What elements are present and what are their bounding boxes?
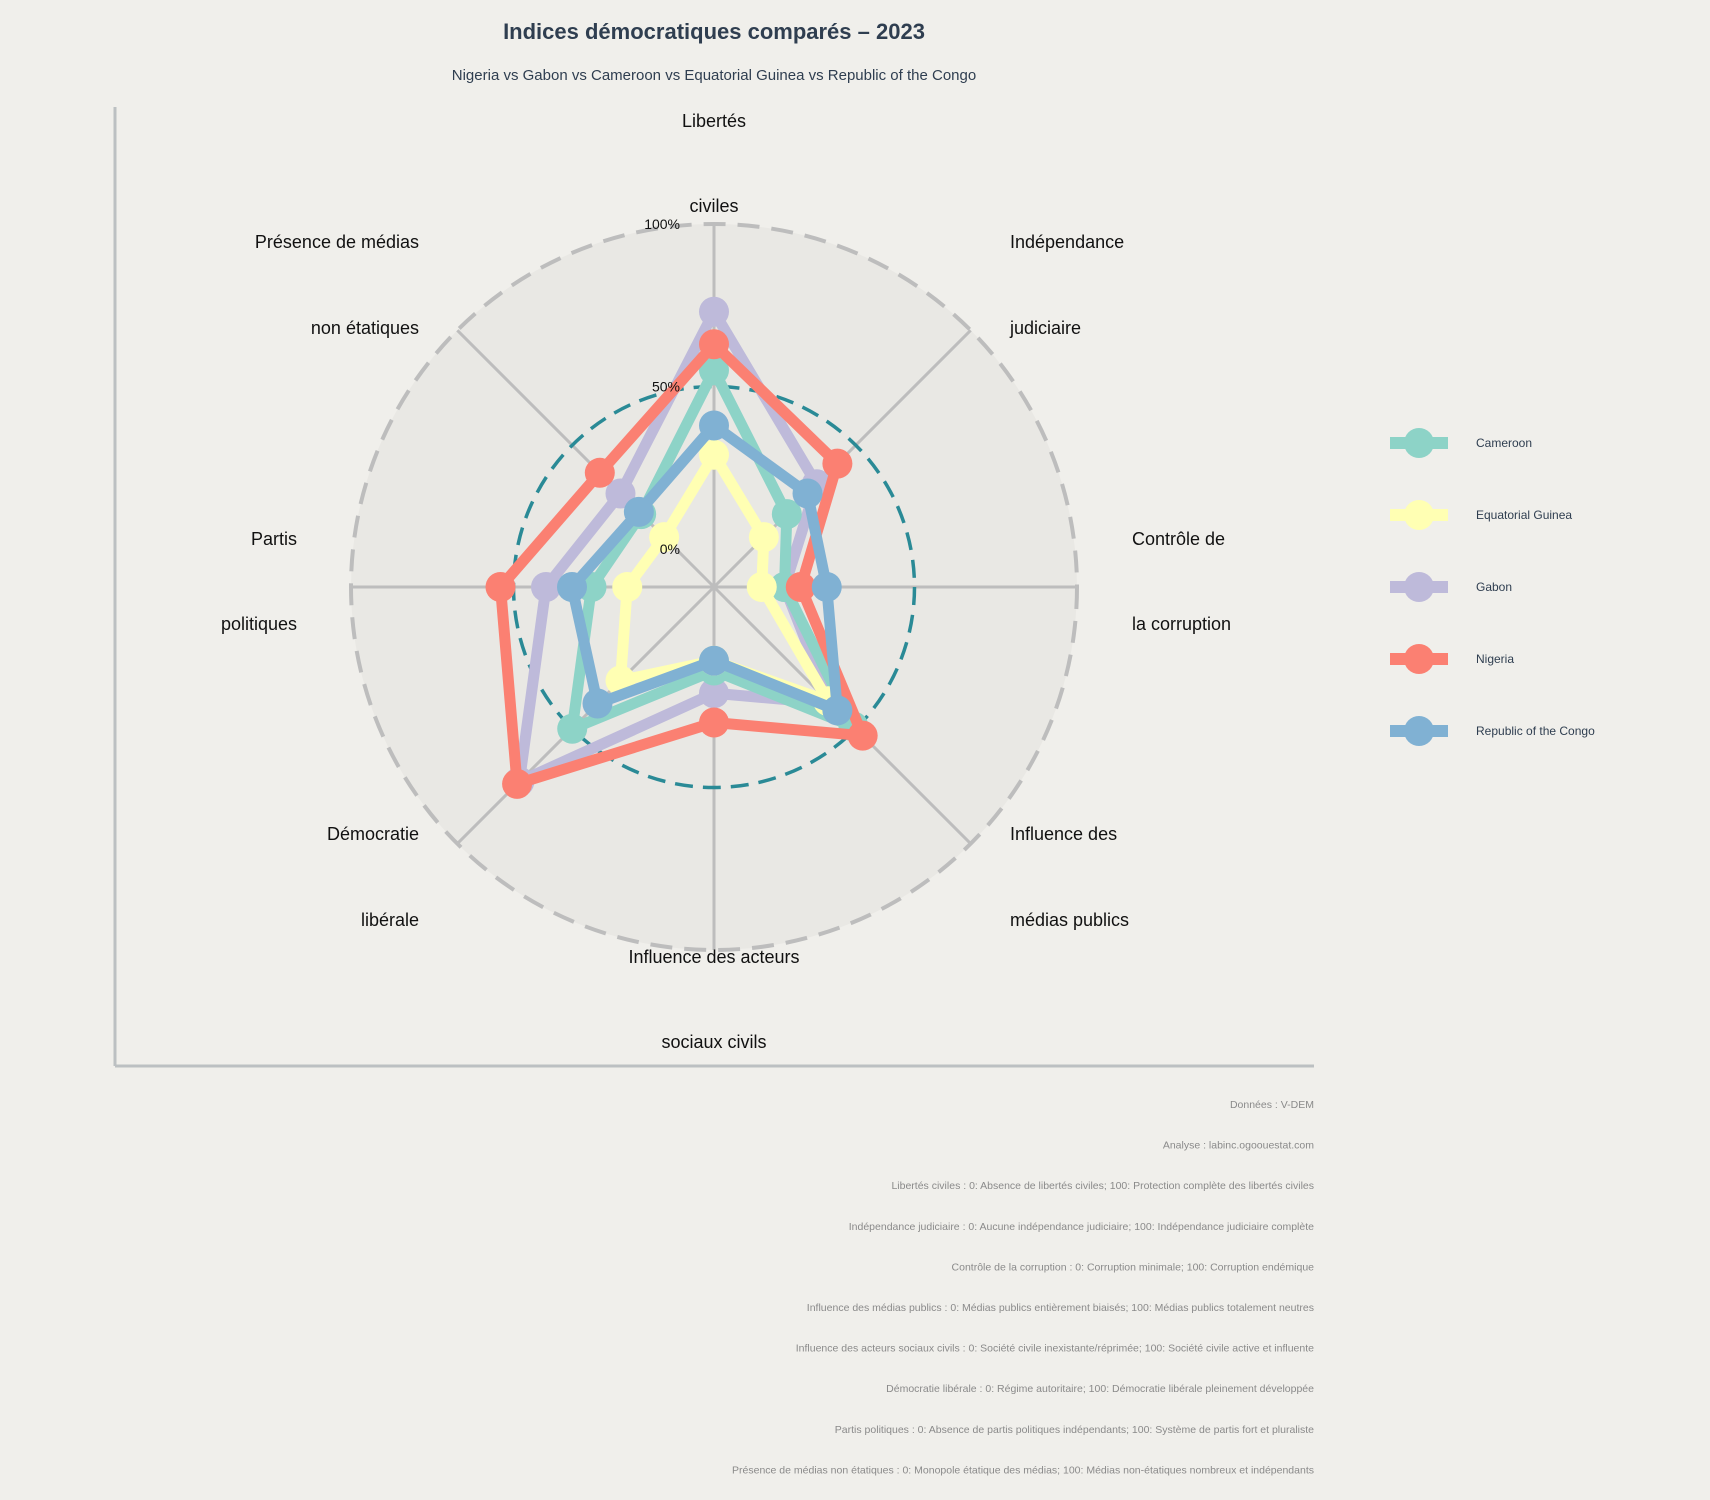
data-point <box>649 522 680 553</box>
axis-label: la corruption <box>1132 614 1231 634</box>
data-point <box>699 410 729 441</box>
axis-label: libérale <box>361 910 419 930</box>
axis-label: Libertés <box>682 111 746 131</box>
data-point <box>502 768 533 799</box>
legend-label: Republic of the Congo <box>1476 724 1595 738</box>
data-point <box>785 572 816 602</box>
axis-labels: Libertés civiles Indépendance judiciaire Con… <box>221 111 1231 1052</box>
data-point <box>557 713 588 744</box>
tick-label: 0% <box>660 541 680 557</box>
data-point <box>699 296 729 327</box>
axis-label: Indépendance <box>1010 232 1124 252</box>
caption-line: Influence des acteurs sociaux civils : 0… <box>796 1343 1314 1355</box>
series-nigeria <box>485 329 878 799</box>
legend-swatch-dot <box>1404 428 1434 458</box>
data-point <box>746 572 777 602</box>
axis-label: Influence des acteurs <box>628 947 799 967</box>
axis-label: Démocratie <box>327 824 419 844</box>
caption-line: Analyse : labinc.ogoouestat.com <box>1163 1140 1314 1152</box>
data-point <box>699 707 729 738</box>
caption-line: Contrôle de la corruption : 0: Corruptio… <box>952 1261 1315 1273</box>
tick-labels: 0% 50% 100% <box>644 216 680 557</box>
data-point <box>847 720 878 751</box>
data-point <box>557 572 587 602</box>
legend-label: Nigeria <box>1476 652 1514 666</box>
panel-frame <box>113 107 1314 1068</box>
legend-item: Equatorial Guinea <box>1390 500 1572 530</box>
legend-item: Cameroon <box>1390 428 1532 458</box>
axis-label: Présence de médias <box>255 232 419 252</box>
axis-label: Influence des <box>1010 824 1117 844</box>
data-point <box>582 688 613 719</box>
caption-line: Influence des médias publics : 0: Médias… <box>807 1302 1314 1314</box>
grid-circle-max <box>349 222 1079 952</box>
legend-swatch-dot <box>1404 716 1434 746</box>
series-republic-of-the-congo <box>557 410 853 726</box>
caption-line: Indépendance judiciaire : 0: Aucune indé… <box>849 1221 1314 1233</box>
data-point <box>822 448 853 479</box>
data-point <box>699 355 729 386</box>
axis-label: Partis <box>251 529 297 549</box>
axis-label: judiciaire <box>1009 318 1081 338</box>
legend-label: Gabon <box>1476 580 1512 594</box>
chart-subtitle: Nigeria vs Gabon vs Cameroon vs Equatori… <box>452 67 976 84</box>
data-point <box>485 572 516 602</box>
axis-label: Contrôle de <box>1132 529 1225 549</box>
tick-label: 100% <box>644 216 680 232</box>
data-point <box>792 478 823 509</box>
legend-swatch-dot <box>1404 644 1434 674</box>
chart-title: Indices démocratiques comparés – 2023 <box>503 19 925 44</box>
data-point <box>531 572 561 602</box>
data-point <box>748 522 779 553</box>
caption-line: Données : V-DEM <box>1230 1099 1314 1111</box>
caption-line: Présence de médias non étatiques : 0: Mo… <box>732 1464 1314 1476</box>
data-point <box>699 329 729 360</box>
caption-line: Démocratie libérale : 0: Régime autorita… <box>886 1383 1314 1395</box>
axis-label: politiques <box>221 614 297 634</box>
axis-label: médias publics <box>1010 910 1129 930</box>
axis-label: non étatiques <box>311 318 419 338</box>
legend-item: Republic of the Congo <box>1390 716 1595 746</box>
data-point <box>699 645 729 676</box>
axis-spoke <box>456 585 716 845</box>
data-point <box>822 695 853 726</box>
legend-swatch-dot <box>1404 572 1434 602</box>
data-point <box>811 572 842 602</box>
data-point <box>584 457 615 488</box>
data-point <box>699 439 729 470</box>
legend: Cameroon Equatorial Guinea Gabon Nigeria Rep… <box>1390 428 1595 746</box>
data-point <box>771 499 802 530</box>
axis-label: sociaux civils <box>661 1032 766 1052</box>
data-point <box>605 478 636 509</box>
captions: Données : V-DEM Analyse : labinc.ogoouest… <box>732 1099 1314 1476</box>
data-point <box>623 496 654 527</box>
caption-line: Libertés civiles : 0: Absence de liberté… <box>891 1180 1314 1192</box>
legend-label: Cameroon <box>1476 436 1532 450</box>
data-point <box>612 572 643 602</box>
legend-swatch-dot <box>1404 500 1434 530</box>
caption-line: Partis politiques : 0: Absence de partis… <box>835 1424 1314 1436</box>
tick-label: 50% <box>652 379 680 395</box>
legend-item: Gabon <box>1390 572 1512 602</box>
axis-label: civiles <box>689 196 738 216</box>
radar-series <box>485 296 878 799</box>
data-point <box>699 678 729 709</box>
legend-item: Nigeria <box>1390 644 1514 674</box>
legend-label: Equatorial Guinea <box>1476 508 1572 522</box>
